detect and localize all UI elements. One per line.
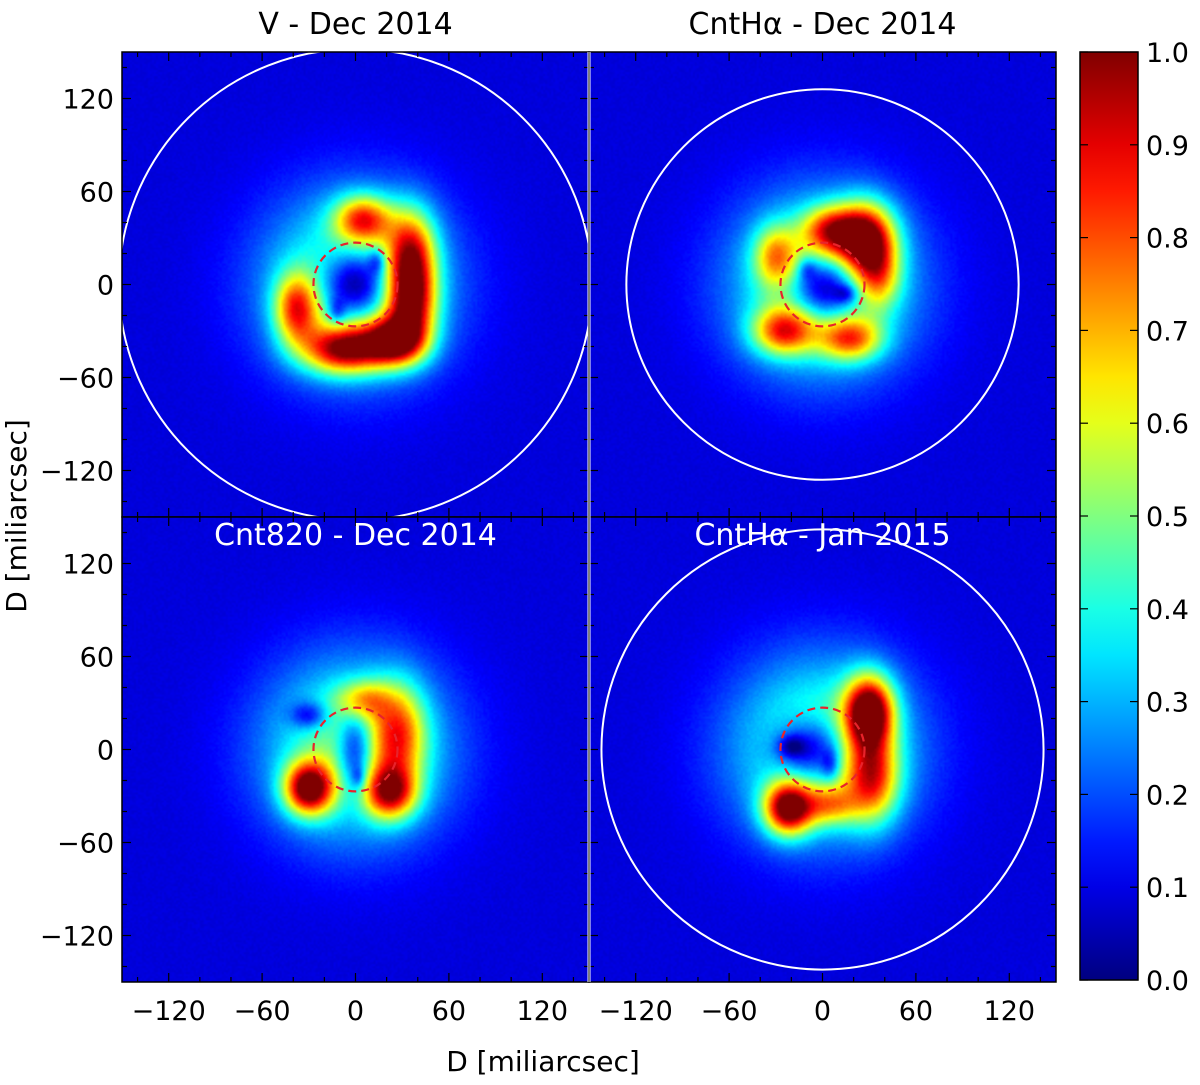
y-axis-label: D [miliarcsec] [0,419,33,613]
colorbar-tick-label: 0.5 [1146,502,1189,533]
y-tick-label: −120 [40,922,114,953]
x-tick-label: 0 [814,996,831,1027]
circles-group [312,706,399,793]
x-tick-label: −120 [599,996,673,1027]
colorbar-tick-label: 0.4 [1146,595,1189,626]
heatmap-image [589,52,1056,517]
x-tick-label: 120 [984,996,1036,1027]
panel-2: CntHα - Dec 2014 [588,7,1057,518]
x-axis-label: D [miliarcsec] [446,1045,640,1078]
colorbar-tick-label: 0.3 [1146,688,1189,719]
panel-title: V - Dec 2014 [258,7,452,42]
x-tick-label: 60 [899,996,933,1027]
y-tick-label: 0 [97,271,114,302]
colorbar: 0.0 0.1 0.2 0.3 0.4 0.5 0.6 0.7 0.8 0.9 1.0 [1079,38,1189,997]
y-tick-label: 60 [80,178,114,209]
tick-marks [589,517,1056,982]
inner-dashed-circle [312,706,399,793]
x-tick-label: 120 [517,996,569,1027]
colorbar-tick-label: 0.2 [1146,780,1189,811]
circles-group [122,52,589,517]
panels-group: −120 −60 0 60 120 V - Dec 2014 CntHα - Dec 201… [40,7,1057,1027]
inner-dashed-circle [312,241,399,328]
y-tick-label: 120 [62,550,114,581]
inner-dashed-circle [779,241,866,328]
outer-circle [625,88,1020,481]
heatmap-image [122,52,589,517]
colorbar-tick-label: 0.1 [1146,873,1189,904]
panel-title: CntHα - Jan 2015 [694,518,950,553]
y-tick-label: 0 [97,736,114,767]
tick-marks [589,52,1056,517]
inner-dashed-circle [779,706,866,793]
panel-title: Cnt820 - Dec 2014 [214,518,497,553]
x-tick-label: −120 [132,996,206,1027]
x-tick-label: −60 [234,996,291,1027]
y-tick-label: 60 [80,643,114,674]
panel-3: −120 −60 0 60 120 −120 −60 0 60 120 Cnt820 - Dec 2… [40,516,590,1027]
colorbar-tick-label: 0.6 [1146,409,1189,440]
colorbar-gradient [1079,51,1139,981]
colorbar-tick-label: 0.8 [1146,224,1189,255]
x-tick-label: 60 [432,996,466,1027]
heatmap-image [589,517,1056,982]
colorbar-tick-label: 0.9 [1146,131,1189,162]
colorbar-tick-label: 1.0 [1146,38,1189,69]
colorbar-tick-label: 0.7 [1146,316,1189,347]
panel-1: −120 −60 0 60 120 V - Dec 2014 [40,7,590,518]
outer-circle [600,528,1045,971]
panel-title: CntHα - Dec 2014 [689,7,957,42]
colorbar-tick-label: 0.0 [1146,966,1189,997]
x-tick-label: 0 [347,996,364,1027]
circles-group [600,528,1045,971]
heatmap-image [122,517,589,982]
circles-group [625,88,1020,481]
y-tick-label: −120 [40,457,114,488]
y-tick-label: 120 [62,85,114,116]
panel-4: −120 −60 0 60 120 CntHα - Jan 2015 [588,516,1057,1027]
x-tick-label: −60 [701,996,758,1027]
y-tick-label: −60 [57,829,114,860]
y-tick-label: −60 [57,364,114,395]
